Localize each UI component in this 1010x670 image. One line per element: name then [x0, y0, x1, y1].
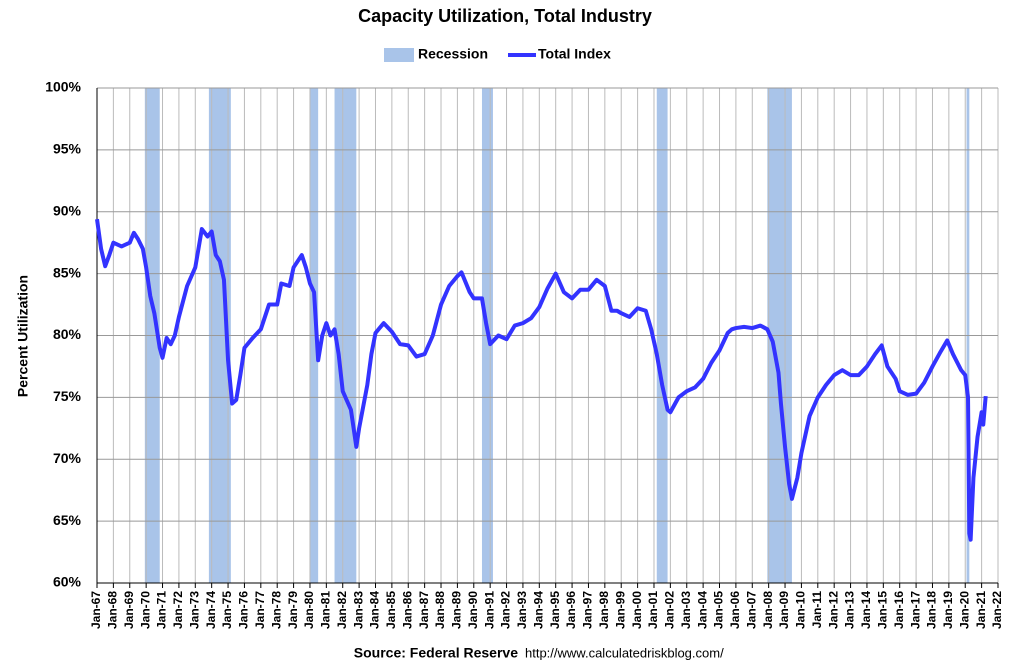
- x-tick-label: Jan-98: [597, 591, 611, 629]
- x-tick-label: Jan-82: [335, 591, 349, 629]
- y-tick-label: 90%: [53, 202, 82, 218]
- x-tick-label: Jan-16: [892, 591, 906, 629]
- x-tick-label: Jan-07: [744, 591, 758, 629]
- x-tick-label: Jan-72: [171, 591, 185, 629]
- x-tick-label: Jan-17: [908, 591, 922, 629]
- x-tick-label: Jan-19: [941, 591, 955, 629]
- x-tick-label: Jan-99: [613, 591, 627, 629]
- x-tick-label: Jan-78: [269, 591, 283, 629]
- x-tick-label: Jan-14: [859, 591, 873, 629]
- y-tick-label: 95%: [53, 141, 82, 157]
- x-tick-label: Jan-12: [826, 591, 840, 629]
- legend-label: Recession: [418, 46, 488, 62]
- x-tick-label: Jan-73: [187, 591, 201, 629]
- chart-title: Capacity Utilization, Total Industry: [358, 6, 652, 26]
- source-url: http://www.calculatedriskblog.com/: [525, 645, 724, 660]
- x-tick-label: Jan-79: [286, 591, 300, 629]
- legend-label: Total Index: [538, 46, 611, 62]
- x-tick-label: Jan-90: [466, 591, 480, 629]
- x-tick-label: Jan-22: [990, 591, 1004, 629]
- x-tick-label: Jan-20: [957, 591, 971, 629]
- x-tick-label: Jan-11: [810, 591, 824, 629]
- x-tick-label: Jan-06: [728, 591, 742, 629]
- x-tick-label: Jan-01: [646, 591, 660, 629]
- y-axis-label: Percent Utilization: [15, 275, 31, 397]
- x-tick-label: Jan-85: [384, 591, 398, 629]
- x-tick-label: Jan-13: [843, 591, 857, 629]
- x-tick-label: Jan-83: [351, 591, 365, 629]
- y-tick-label: 60%: [53, 574, 82, 590]
- x-tick-label: Jan-91: [482, 591, 496, 629]
- y-tick-label: 100%: [45, 79, 81, 95]
- x-tick-label: Jan-80: [302, 591, 316, 629]
- y-tick-label: 65%: [53, 512, 82, 528]
- x-tick-label: Jan-77: [253, 591, 267, 629]
- x-tick-label: Jan-74: [204, 591, 218, 629]
- x-tick-label: Jan-02: [663, 591, 677, 629]
- x-tick-label: Jan-86: [400, 591, 414, 629]
- x-tick-label: Jan-05: [712, 591, 726, 629]
- x-tick-label: Jan-94: [531, 591, 545, 629]
- x-tick-label: Jan-76: [237, 591, 251, 629]
- x-tick-label: Jan-92: [499, 591, 513, 629]
- x-tick-label: Jan-21: [974, 591, 988, 629]
- x-tick-label: Jan-93: [515, 591, 529, 629]
- y-tick-label: 85%: [53, 264, 82, 280]
- y-tick-label: 75%: [53, 388, 82, 404]
- x-tick-label: Jan-18: [925, 591, 939, 629]
- x-tick-label: Jan-81: [319, 591, 333, 629]
- line: [95, 218, 988, 542]
- x-tick-label: Jan-88: [433, 591, 447, 629]
- x-tick-label: Jan-75: [220, 591, 234, 629]
- x-tick-label: Jan-69: [122, 591, 136, 629]
- x-tick-label: Jan-03: [679, 591, 693, 629]
- x-tick-label: Jan-04: [695, 591, 709, 629]
- x-tick-label: Jan-70: [138, 591, 152, 629]
- y-tick-label: 70%: [53, 450, 82, 466]
- x-tick-label: Jan-87: [417, 591, 431, 629]
- x-tick-label: Jan-68: [106, 591, 120, 629]
- x-tick-label: Jan-08: [761, 591, 775, 629]
- x-tick-label: Jan-09: [777, 591, 791, 629]
- x-tick-label: Jan-97: [581, 591, 595, 629]
- x-tick-label: Jan-95: [548, 591, 562, 629]
- x-tick-label: Jan-71: [155, 591, 169, 629]
- legend-swatch: [384, 48, 414, 62]
- x-tick-label: Jan-89: [450, 591, 464, 629]
- y-tick-label: 80%: [53, 326, 82, 342]
- x-tick-label: Jan-84: [368, 591, 382, 629]
- x-tick-label: Jan-67: [89, 591, 103, 629]
- x-tick-label: Jan-15: [875, 591, 889, 629]
- x-tick-label: Jan-00: [630, 591, 644, 629]
- source: Source: Federal Reserve: [354, 645, 518, 661]
- x-tick-label: Jan-96: [564, 591, 578, 629]
- x-tick-label: Jan-10: [794, 591, 808, 629]
